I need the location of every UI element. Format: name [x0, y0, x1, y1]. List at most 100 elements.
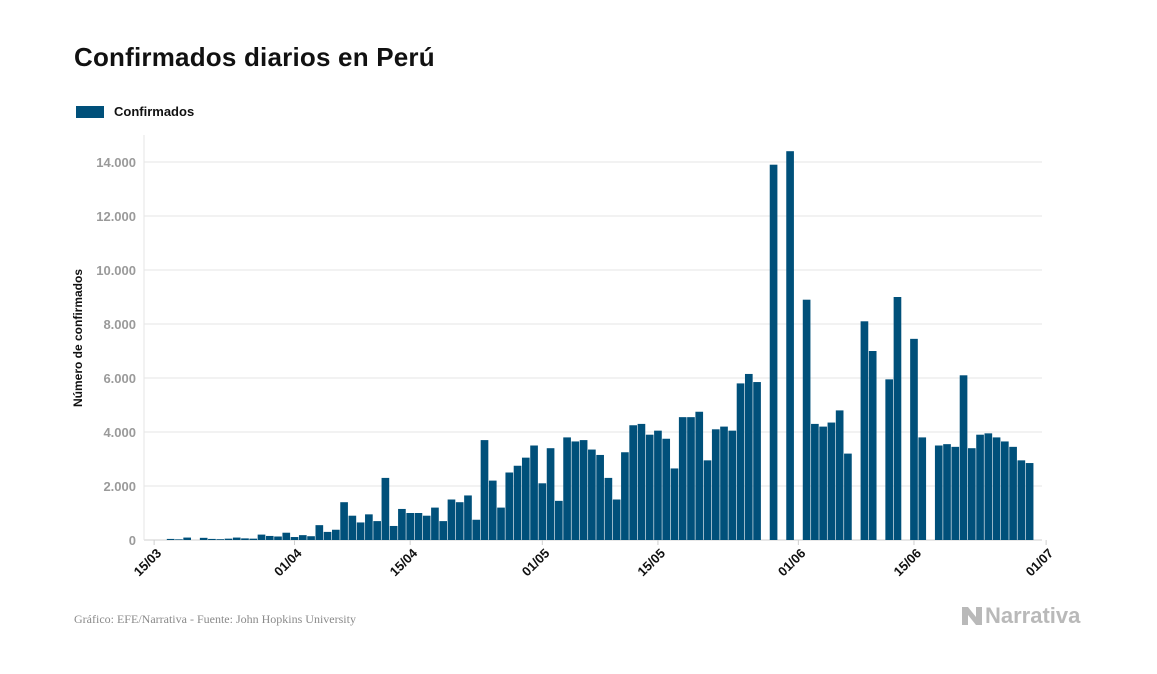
bar-series — [166, 151, 1034, 540]
bar — [241, 538, 249, 540]
bar — [505, 472, 514, 540]
bar — [670, 468, 679, 540]
x-tick-label: 15/05 — [634, 546, 668, 580]
narrativa-logo-icon — [962, 607, 982, 625]
bar — [356, 522, 365, 540]
bar — [612, 499, 621, 540]
bar — [216, 539, 225, 540]
bar — [555, 500, 563, 540]
bar — [249, 538, 258, 540]
bar — [967, 448, 976, 540]
bar — [389, 525, 398, 540]
y-tick-label: 10.000 — [96, 263, 136, 278]
bar — [744, 373, 753, 540]
gridlines — [144, 161, 1042, 541]
bar — [398, 508, 406, 540]
bar — [488, 480, 497, 540]
bar — [629, 425, 637, 540]
bar — [546, 448, 555, 540]
bar — [596, 454, 604, 540]
bar — [959, 375, 968, 540]
x-tick-label: 01/05 — [519, 546, 553, 580]
bar — [175, 539, 183, 540]
bar — [274, 536, 282, 540]
bar — [811, 423, 819, 540]
bar — [645, 434, 654, 540]
legend-label: Confirmados — [114, 104, 195, 119]
bar — [464, 495, 472, 540]
bar — [868, 351, 877, 540]
bar — [166, 538, 175, 540]
bar — [348, 515, 357, 540]
bar — [497, 507, 505, 540]
bar — [736, 383, 745, 540]
bar — [695, 411, 704, 540]
x-tick-label: 15/04 — [387, 545, 421, 579]
bar — [976, 434, 984, 540]
bar — [654, 430, 662, 540]
bar — [819, 426, 827, 540]
legend: Confirmados — [76, 104, 194, 119]
brand-logo: Narrativa — [962, 603, 1080, 629]
bar — [290, 537, 299, 540]
bar — [282, 532, 291, 540]
bar — [844, 453, 852, 540]
bar — [579, 440, 588, 540]
bar — [431, 507, 439, 540]
bar — [232, 537, 241, 540]
legend-swatch — [76, 105, 104, 118]
chart-title: Confirmados diarios en Perú — [74, 42, 435, 72]
bar — [257, 534, 266, 540]
bar — [422, 515, 431, 540]
bar — [332, 529, 340, 540]
bar — [513, 465, 522, 540]
bar — [538, 483, 547, 540]
x-tick-label: 01/07 — [1023, 546, 1057, 580]
bar — [604, 477, 613, 540]
bar — [711, 429, 720, 540]
bar — [521, 457, 530, 540]
y-tick-label: 4.000 — [103, 425, 136, 440]
bar — [365, 514, 373, 540]
y-axis-title: Número de confirmados — [71, 269, 85, 407]
x-tick-label: 15/03 — [131, 546, 165, 580]
bar — [563, 437, 571, 540]
bar — [183, 537, 191, 540]
bar — [835, 410, 844, 540]
bar — [480, 440, 489, 540]
bar — [1001, 441, 1009, 540]
bar — [918, 437, 927, 540]
bar — [307, 536, 315, 540]
x-tick-label: 15/06 — [890, 546, 924, 580]
bar — [984, 433, 993, 540]
bar — [224, 538, 233, 540]
bar — [720, 426, 728, 540]
bar — [893, 297, 902, 540]
bar — [934, 445, 943, 540]
y-tick-label: 0 — [129, 533, 136, 548]
y-tick-label: 2.000 — [103, 479, 136, 494]
bar — [340, 502, 348, 540]
bar — [786, 151, 794, 540]
bar — [323, 531, 332, 540]
bar — [414, 513, 423, 540]
y-tick-label: 8.000 — [103, 317, 136, 332]
bar — [406, 513, 414, 540]
bar — [1017, 460, 1026, 540]
y-tick-label: 6.000 — [103, 371, 136, 386]
bar — [662, 438, 671, 540]
bar — [687, 417, 695, 540]
bar — [802, 299, 811, 540]
bar — [199, 537, 208, 540]
bar — [1025, 463, 1034, 540]
bar — [728, 430, 737, 540]
x-tick-label: 01/04 — [271, 545, 305, 579]
source-note: Gráfico: EFE/Narrativa - Fuente: John Ho… — [74, 612, 356, 626]
bar — [753, 382, 761, 540]
bar — [951, 446, 960, 540]
bar — [530, 445, 538, 540]
bar — [455, 502, 464, 540]
bar — [943, 444, 951, 540]
bar — [885, 379, 894, 540]
